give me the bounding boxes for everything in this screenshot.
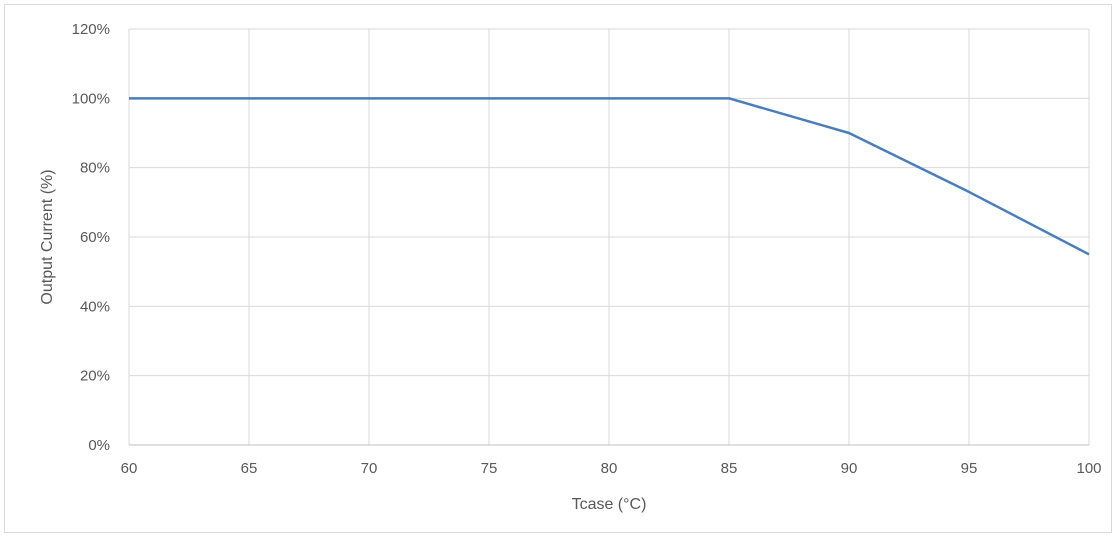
x-axis-title: Tcase (°C) — [572, 496, 647, 513]
y-tick-label-0: 0% — [88, 437, 110, 454]
y-tick-label-20: 20% — [80, 368, 110, 385]
series-line-0 — [129, 97, 1090, 256]
x-tick-label-90: 90 — [841, 460, 858, 477]
x-tick-label-85: 85 — [721, 460, 738, 477]
tick-labels: 0% 20% 40% 60% 80% 100% 120% 60 65 70 75 80 85 90 95 10… — [72, 21, 1102, 477]
x-tick-label-95: 95 — [961, 460, 978, 477]
x-tick-label-100: 100 — [1076, 460, 1101, 477]
y-tick-label-40: 40% — [80, 298, 110, 315]
y-tick-label-80: 80% — [80, 160, 110, 177]
x-tick-label-60: 60 — [121, 460, 138, 477]
x-tick-label-75: 75 — [481, 460, 498, 477]
x-tick-label-70: 70 — [361, 460, 378, 477]
x-tick-label-65: 65 — [241, 460, 258, 477]
y-axis-title: Output Current (%) — [39, 169, 56, 304]
x-tick-label-80: 80 — [601, 460, 618, 477]
y-tick-label-120: 120% — [72, 21, 110, 38]
grid-lines — [128, 28, 1090, 445]
y-tick-label-60: 60% — [80, 229, 110, 246]
y-tick-label-100: 100% — [72, 90, 110, 107]
series-layer — [129, 97, 1090, 256]
